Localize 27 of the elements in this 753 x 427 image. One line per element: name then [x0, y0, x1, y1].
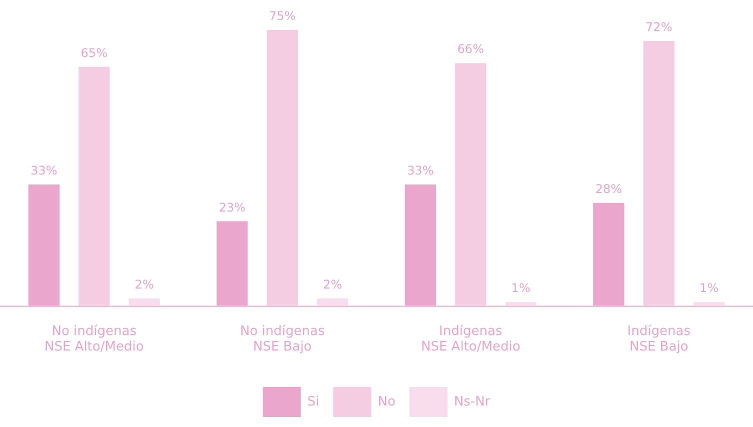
- data-label: 1%: [700, 281, 719, 296]
- legend-label: Ns-Nr: [454, 394, 491, 410]
- bar: [455, 63, 486, 306]
- x-tick-label: No indígenas NSE Bajo: [240, 324, 325, 355]
- x-tick-label: Indígenas NSE Bajo: [627, 324, 691, 355]
- data-label: 75%: [269, 9, 296, 24]
- bar: [128, 298, 160, 306]
- data-label: 33%: [407, 164, 434, 178]
- data-label: 65%: [80, 46, 108, 60]
- data-label: 33%: [30, 164, 58, 178]
- bar: [317, 298, 348, 306]
- data-label: 28%: [595, 182, 622, 196]
- data-label: 72%: [646, 20, 672, 34]
- x-tick-label: Indígenas NSE Alto/Medio: [420, 324, 520, 355]
- bar: [505, 302, 536, 306]
- x-tick-label: No indígenas NSE Alto/Medio: [44, 324, 144, 355]
- bar: [694, 302, 725, 306]
- legend-label: No: [378, 394, 396, 410]
- data-label: 23%: [218, 200, 246, 214]
- legend-label: Si: [307, 394, 320, 410]
- data-label: 2%: [323, 278, 342, 292]
- data-label: 2%: [134, 278, 154, 292]
- data-label: 66%: [457, 42, 484, 56]
- bar: [78, 66, 110, 306]
- data-label: 1%: [511, 281, 530, 296]
- bar: [643, 41, 674, 306]
- bar: [266, 30, 298, 306]
